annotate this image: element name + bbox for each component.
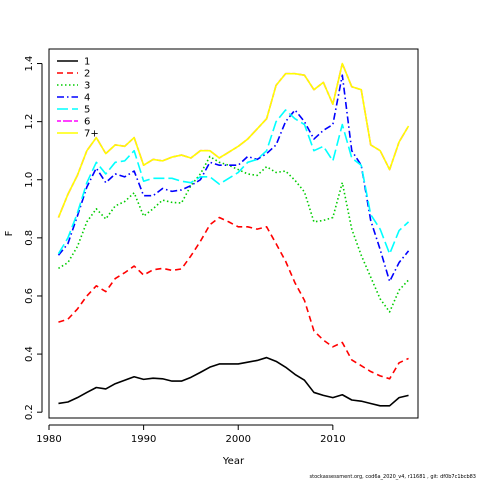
x-tick-label: 1980 — [36, 434, 61, 445]
series-line-1 — [58, 356, 409, 407]
y-axis-title: F — [4, 230, 15, 236]
plot-lines — [57, 62, 410, 407]
legend-label-4: 4 — [84, 93, 90, 104]
legend-label-2: 2 — [84, 69, 90, 80]
y-tick-label: 1.0 — [24, 172, 35, 188]
y-tick-label: 0.2 — [24, 404, 35, 420]
x-tick-label: 1990 — [131, 434, 156, 445]
y-tick-label: 0.6 — [24, 288, 35, 304]
y-axis: 0.2 0.4 0.6 0.8 1.0 1.2 1.4 — [24, 56, 43, 420]
series-line-7plus — [57, 62, 410, 218]
series-line-2 — [58, 216, 409, 380]
series-line-5 — [57, 109, 410, 255]
footer-credit: stockassessment.org, cod6a_2020_v4, r116… — [310, 474, 476, 480]
legend-label-7plus: 7+ — [84, 129, 99, 140]
y-tick-label: 1.4 — [24, 56, 35, 72]
y-tick-label: 0.4 — [24, 346, 35, 362]
legend-label-1: 1 — [84, 57, 90, 68]
x-tick-label: 2000 — [226, 434, 251, 445]
series-line-4 — [57, 74, 410, 283]
y-tick-label: 1.2 — [24, 114, 35, 130]
legend-label-3: 3 — [84, 81, 90, 92]
legend-label-5: 5 — [84, 105, 90, 116]
x-axis-title: Year — [222, 456, 245, 467]
series-line-3 — [58, 155, 410, 313]
plot-frame — [48, 48, 419, 419]
x-axis: 1980 1990 2000 2010 — [36, 424, 346, 445]
x-tick-label: 2010 — [320, 434, 345, 445]
y-tick-label: 0.8 — [24, 230, 35, 246]
legend-label-6: 6 — [84, 117, 90, 128]
